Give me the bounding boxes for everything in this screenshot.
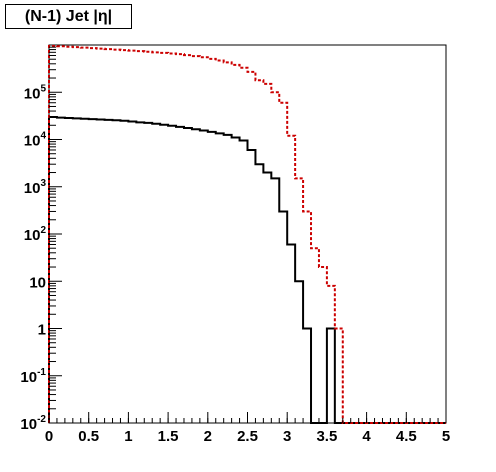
x-tick-label: 4.5 <box>396 428 417 445</box>
x-tick-label: 3 <box>283 428 291 445</box>
x-tick-label: 0.5 <box>78 428 99 445</box>
x-tick-label: 1.5 <box>158 428 179 445</box>
histogram-series-2 <box>48 45 446 424</box>
x-tick-label: 1 <box>124 428 132 445</box>
x-tick-label: 2 <box>204 428 212 445</box>
y-tick-label: 10-1 <box>20 367 46 386</box>
x-tick-label: 5 <box>442 428 450 445</box>
y-tick-label: 10-2 <box>20 414 46 433</box>
y-tick-label: 1 <box>38 322 46 339</box>
y-tick-label: 102 <box>24 225 47 244</box>
x-tick-label: 4 <box>362 428 371 445</box>
y-tick-label: 10 <box>29 274 46 291</box>
histogram-series-1 <box>48 115 446 424</box>
y-tick-label: 105 <box>24 83 47 102</box>
y-tick-label: 104 <box>24 131 47 150</box>
chart-title: (N-1) Jet |η| <box>5 4 132 29</box>
x-tick-label: 2.5 <box>237 428 258 445</box>
y-tick-label: 103 <box>24 178 47 197</box>
plot-frame <box>48 44 447 424</box>
x-tick-label: 3.5 <box>316 428 337 445</box>
x-tick-label: 0 <box>45 428 53 445</box>
